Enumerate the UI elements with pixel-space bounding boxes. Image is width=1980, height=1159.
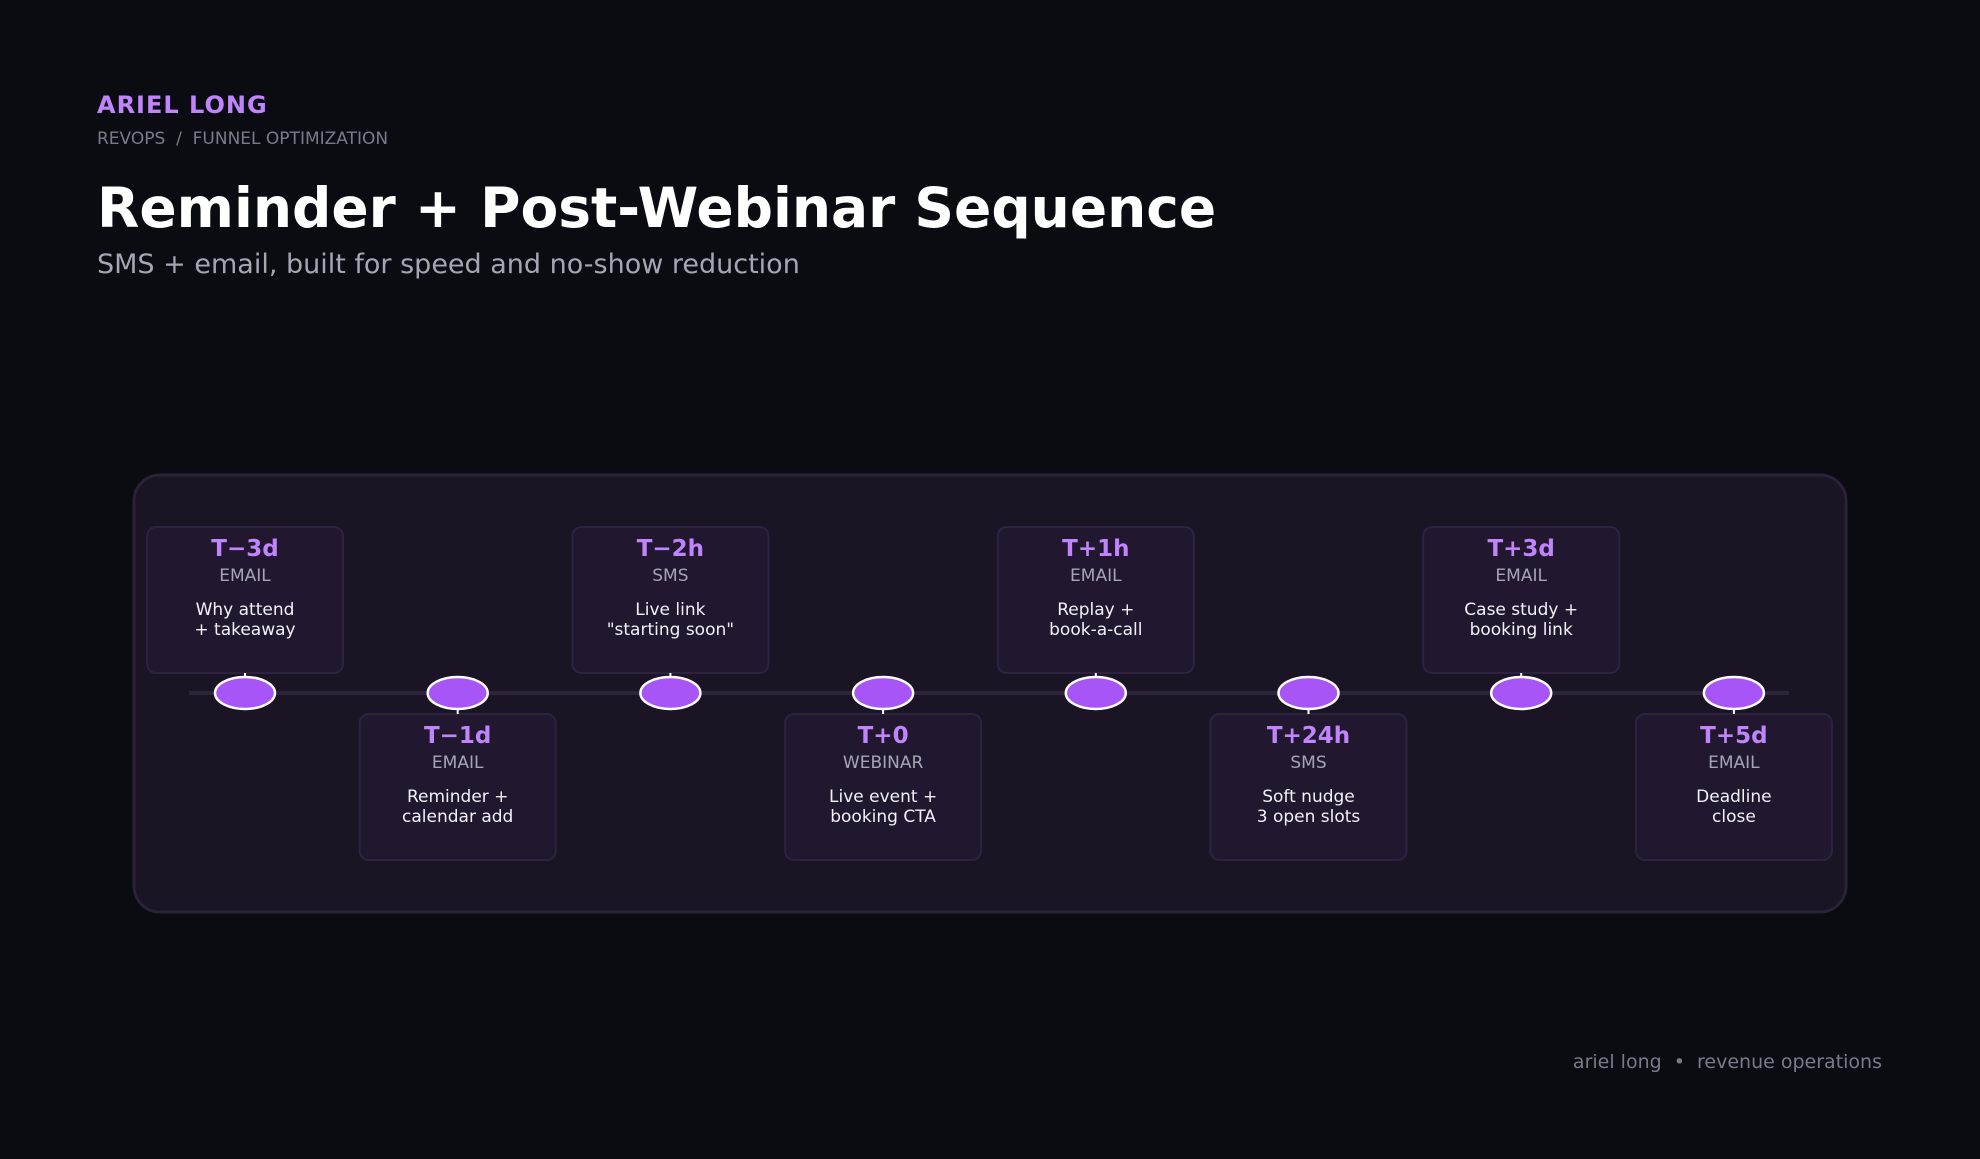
step-description: Deadline xyxy=(1696,787,1771,807)
step-time: T+1h xyxy=(1062,536,1129,562)
step-time: T−3d xyxy=(211,536,278,562)
step-description: close xyxy=(1712,807,1756,827)
step-description: booking CTA xyxy=(830,807,936,827)
title: Reminder + Post-Webinar Sequence xyxy=(97,176,1216,240)
step-description: Replay + xyxy=(1057,600,1134,620)
step-time: T−2h xyxy=(637,536,704,562)
breadcrumb: REVOPS / FUNNEL OPTIMIZATION xyxy=(97,129,388,149)
step-time: T+3d xyxy=(1487,536,1554,562)
step-description: Live event + xyxy=(829,787,937,807)
steps: T−3d EMAIL Why attend+ takeaway T−1d EMAIL Re… xyxy=(146,526,1833,861)
step-node xyxy=(213,675,277,711)
step-description: 3 open slots xyxy=(1257,807,1361,827)
step-node xyxy=(426,675,489,711)
step-node xyxy=(851,675,915,711)
step-description: "starting soon" xyxy=(607,620,734,640)
step-channel: EMAIL xyxy=(1495,566,1547,586)
step-channel: WEBINAR xyxy=(843,753,924,773)
step-description: calendar add xyxy=(402,807,513,827)
step-time: T+0 xyxy=(858,723,909,749)
step-description: Live link xyxy=(635,600,705,620)
step-node xyxy=(1277,675,1340,711)
step-description: + takeaway xyxy=(194,620,295,640)
step-time: T+5d xyxy=(1700,723,1767,749)
step-time: T+24h xyxy=(1267,723,1350,749)
step-node xyxy=(1702,675,1766,711)
step-description: book-a-call xyxy=(1049,620,1142,640)
step-description: booking link xyxy=(1470,620,1573,640)
step-description: Reminder + xyxy=(407,787,508,807)
step-channel: EMAIL xyxy=(1708,753,1760,773)
step-channel: EMAIL xyxy=(219,566,271,586)
author-name: ARIEL LONG xyxy=(97,91,268,119)
step-channel: EMAIL xyxy=(432,753,484,773)
step-channel: SMS xyxy=(1290,753,1326,773)
step-node xyxy=(639,675,702,711)
step-channel: EMAIL xyxy=(1070,566,1122,586)
step-description: Why attend xyxy=(196,600,295,620)
step-description: Soft nudge xyxy=(1262,787,1355,807)
step-node xyxy=(1489,675,1553,711)
footer: ariel long • revenue operations xyxy=(1573,1051,1882,1073)
step-description: Case study + xyxy=(1464,600,1578,620)
subtitle: SMS + email, built for speed and no-show… xyxy=(97,249,800,280)
step-time: T−1d xyxy=(424,723,491,749)
step-node xyxy=(1064,675,1128,711)
step-channel: SMS xyxy=(652,566,688,586)
